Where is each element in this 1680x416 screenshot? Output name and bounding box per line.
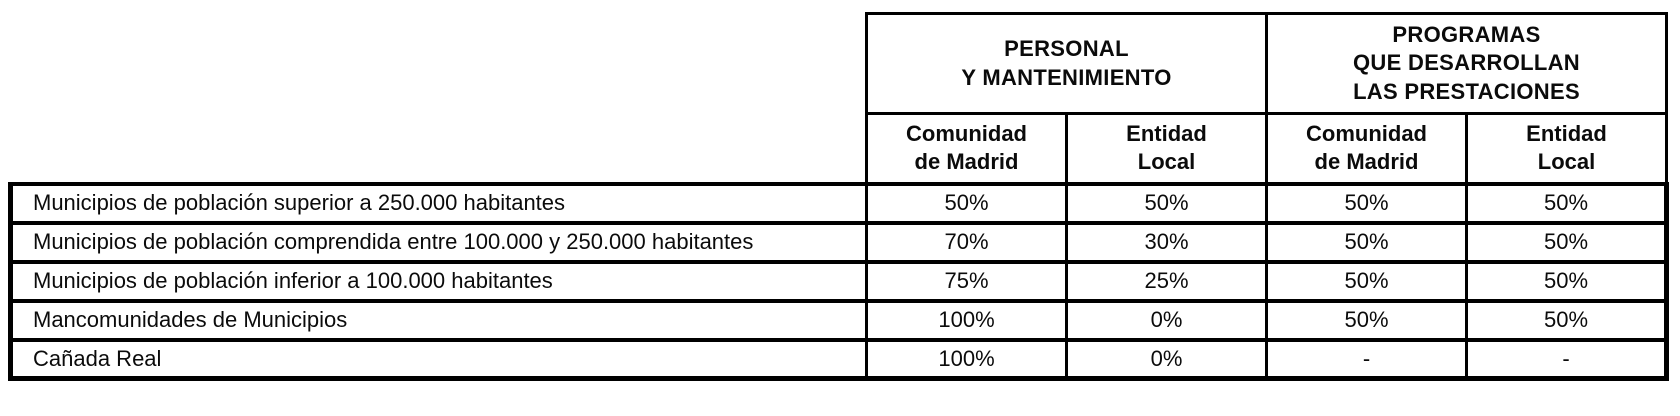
value-cell: 50%	[865, 181, 1068, 225]
value-cell: 100%	[865, 337, 1068, 381]
value-cell: 0%	[1065, 298, 1268, 342]
value-cell: 50%	[1465, 181, 1669, 225]
value-cell: 50%	[1265, 298, 1468, 342]
blank-corner-cell	[11, 114, 867, 184]
value-cell: -	[1465, 337, 1669, 381]
value-cell: 50%	[1265, 181, 1468, 225]
sub-header-entidad-local-1: Entidad Local	[1065, 112, 1268, 185]
table-row: Municipios de población comprendida entr…	[8, 220, 1669, 264]
value-cell: 50%	[1265, 220, 1468, 264]
table-row: Mancomunidades de Municipios 100% 0% 50%…	[8, 298, 1669, 342]
value-cell: 50%	[1465, 298, 1669, 342]
value-cell: 50%	[1265, 259, 1468, 303]
row-label-cell: Municipios de población superior a 250.0…	[8, 181, 868, 225]
value-cell: 50%	[1465, 220, 1669, 264]
group-header-programas-prestaciones: PROGRAMAS QUE DESARROLLAN LAS PRESTACION…	[1265, 12, 1668, 115]
sub-header-entidad-local-2: Entidad Local	[1465, 112, 1668, 185]
row-label-cell: Mancomunidades de Municipios	[8, 298, 868, 342]
value-cell: 75%	[865, 259, 1068, 303]
sub-header-comunidad-madrid-1: Comunidad de Madrid	[865, 112, 1068, 185]
value-cell: 100%	[865, 298, 1068, 342]
group-header-personal-mantenimiento: PERSONAL Y MANTENIMIENTO	[865, 12, 1268, 115]
row-label-cell: Municipios de población inferior a 100.0…	[8, 259, 868, 303]
value-cell: 25%	[1065, 259, 1268, 303]
value-cell: 70%	[865, 220, 1068, 264]
table-row: Municipios de población superior a 250.0…	[8, 181, 1669, 225]
value-cell: 50%	[1065, 181, 1268, 225]
table-row: Cañada Real 100% 0% - -	[8, 337, 1669, 381]
sub-header-row: Comunidad de Madrid Entidad Local Comuni…	[11, 112, 1668, 185]
group-header-row: PERSONAL Y MANTENIMIENTO PROGRAMAS QUE D…	[11, 12, 1668, 115]
row-label-cell: Cañada Real	[8, 337, 868, 381]
value-cell: 30%	[1065, 220, 1268, 264]
sub-header-comunidad-madrid-2: Comunidad de Madrid	[1265, 112, 1468, 185]
value-cell: 50%	[1465, 259, 1669, 303]
cofinancing-table: PERSONAL Y MANTENIMIENTO PROGRAMAS QUE D…	[8, 12, 1669, 381]
row-label-cell: Municipios de población comprendida entr…	[8, 220, 868, 264]
value-cell: -	[1265, 337, 1468, 381]
value-cell: 0%	[1065, 337, 1268, 381]
table-row: Municipios de población inferior a 100.0…	[8, 259, 1669, 303]
blank-corner-cell	[11, 14, 867, 114]
